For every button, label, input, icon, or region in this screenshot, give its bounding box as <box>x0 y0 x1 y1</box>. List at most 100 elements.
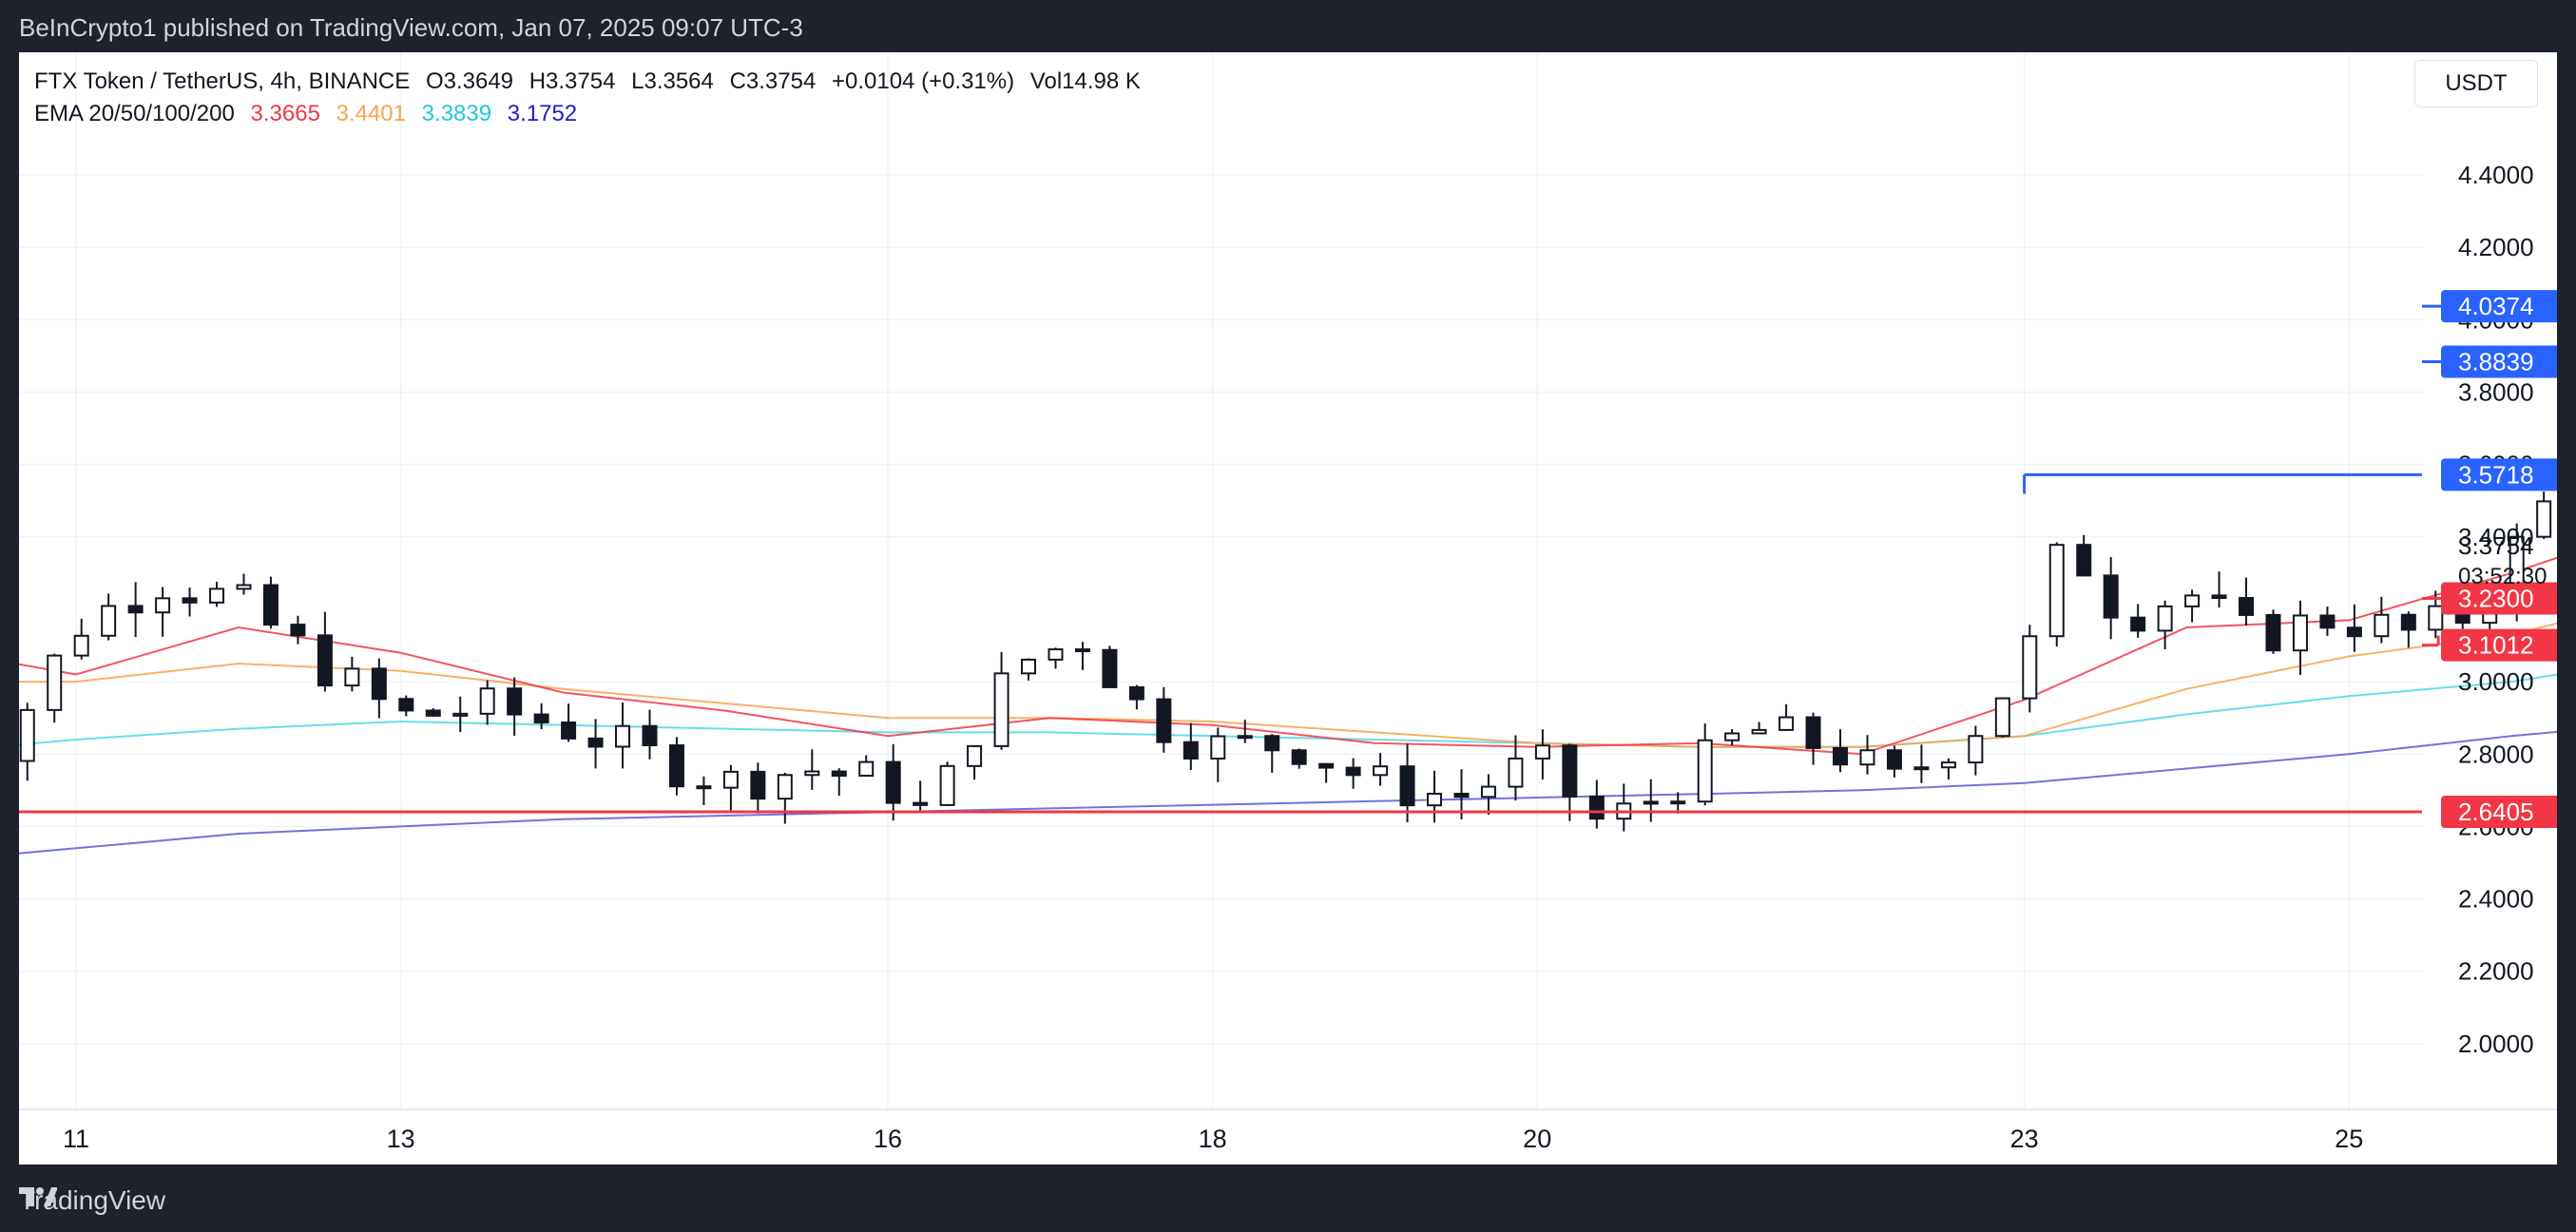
candle-body <box>73 634 89 657</box>
candle-body <box>804 770 820 777</box>
candle-body <box>750 770 766 800</box>
publish-info: BeInCrypto1 published on TradingView.com… <box>19 13 803 42</box>
change-value: +0.0104 (+0.31%) <box>831 68 1015 94</box>
candle-body <box>1562 744 1578 798</box>
candle-body <box>1345 766 1361 777</box>
candle-body <box>1399 765 1415 807</box>
ema-row: EMA 20/50/100/200 3.3665 3.4401 3.3839 3… <box>34 98 1150 130</box>
candle-body <box>344 667 360 687</box>
candle-body <box>262 584 279 626</box>
candle-body <box>2239 596 2255 616</box>
candle-body <box>2211 594 2227 599</box>
candle-body <box>533 713 549 723</box>
candle-body <box>668 743 684 788</box>
candle-body <box>1886 749 1902 770</box>
ohlc-row: FTX Token / TetherUS, 4h, BINANCE O3.364… <box>34 66 1150 98</box>
x-tick-label: 13 <box>387 1125 415 1153</box>
x-tick-label: 25 <box>2335 1125 2363 1153</box>
y-tick-label: 2.8000 <box>2458 740 2534 768</box>
candle-body <box>1264 735 1280 752</box>
footer-bar: TradingView <box>0 1165 2576 1232</box>
y-tick-label: 2.2000 <box>2458 957 2534 986</box>
candle-body <box>1751 728 1767 735</box>
y-tick-label: 3.8000 <box>2458 378 2534 407</box>
y-tick-label: 2.0000 <box>2458 1030 2534 1058</box>
candle-body <box>127 605 144 614</box>
candle-body <box>1968 735 1984 764</box>
candle-body <box>967 744 983 767</box>
support-level-label: 3.2300 <box>2458 585 2534 613</box>
support-level-label: 3.1012 <box>2458 631 2534 660</box>
resistance-level-badge <box>2441 290 2557 323</box>
ema50-value: 3.4401 <box>336 101 406 126</box>
candle-body <box>1480 785 1496 799</box>
candle-body <box>47 654 63 711</box>
support-level-label: 2.6405 <box>2458 798 2534 826</box>
ema200-line <box>19 730 2557 855</box>
candle-body <box>1859 749 1875 766</box>
symbol-title[interactable]: FTX Token / TetherUS, 4h, BINANCE <box>34 68 411 94</box>
candle-body <box>1994 697 2010 738</box>
ema-label[interactable]: EMA 20/50/100/200 <box>34 101 235 126</box>
candle-body <box>507 687 523 716</box>
candle-body <box>993 672 1009 747</box>
chart-legend: FTX Token / TetherUS, 4h, BINANCE O3.364… <box>34 66 1150 130</box>
candle-body <box>561 721 577 740</box>
close-value: C3.3754 <box>729 68 817 94</box>
candle-body <box>1508 757 1524 788</box>
candle-body <box>2022 635 2038 700</box>
candle-body <box>1373 765 1389 777</box>
candle-body <box>1156 698 1172 743</box>
candle-body <box>1074 648 1090 653</box>
candle-body <box>2319 614 2336 629</box>
candle-body <box>2428 605 2444 631</box>
open-value: O3.3649 <box>425 68 514 94</box>
resistance-level-badge <box>2441 345 2557 378</box>
candle-body <box>2265 613 2281 652</box>
x-tick-label: 20 <box>1523 1125 1551 1153</box>
candle-body <box>913 801 929 806</box>
candle-body <box>398 698 414 712</box>
x-tick-label: 11 <box>63 1125 89 1153</box>
candle-body <box>1318 762 1335 769</box>
candle-body <box>182 597 198 604</box>
candle-body <box>452 712 469 717</box>
candle-body <box>2157 605 2173 632</box>
support-level-badge <box>2441 582 2557 615</box>
candle-body <box>2048 544 2065 638</box>
candle-body <box>1210 735 1226 760</box>
candle-body <box>2076 544 2092 577</box>
candle-body <box>1670 800 1686 805</box>
candle-body <box>101 605 117 637</box>
chart-pane[interactable]: FTX Token / TetherUS, 4h, BINANCE O3.364… <box>19 52 2557 1165</box>
candle-body <box>831 770 847 778</box>
y-tick-label: 3.4000 <box>2458 523 2534 551</box>
ema50-line <box>19 622 2557 748</box>
candle-body <box>1427 792 1443 807</box>
candle-body <box>1237 735 1253 740</box>
candle-body <box>1805 716 1821 749</box>
candle-body <box>642 724 658 746</box>
candle-body <box>1534 744 1550 760</box>
candle-body <box>425 709 441 717</box>
candle-body <box>371 667 387 701</box>
candle-body <box>2184 594 2201 607</box>
candle-body <box>1724 732 1740 741</box>
candle-body <box>722 770 739 789</box>
candle-body <box>1913 766 1930 771</box>
tradingview-logo[interactable]: TradingView <box>19 1185 165 1216</box>
ema100-line <box>19 673 2557 748</box>
candle-body <box>2130 616 2146 632</box>
candle-body <box>587 737 604 748</box>
price-chart[interactable]: 4.40004.20004.00003.80003.60003.40003.00… <box>19 52 2557 1165</box>
x-tick-label: 16 <box>874 1125 902 1153</box>
candle-body <box>2536 500 2552 538</box>
candle-body <box>1048 648 1064 661</box>
candle-body <box>2103 574 2119 619</box>
candle-body <box>1021 658 1037 675</box>
candle-body <box>939 764 955 806</box>
candle-body <box>1128 685 1144 701</box>
currency-button[interactable]: USDT <box>2414 60 2538 107</box>
candle-body <box>2374 613 2390 638</box>
candle-body <box>479 687 495 715</box>
